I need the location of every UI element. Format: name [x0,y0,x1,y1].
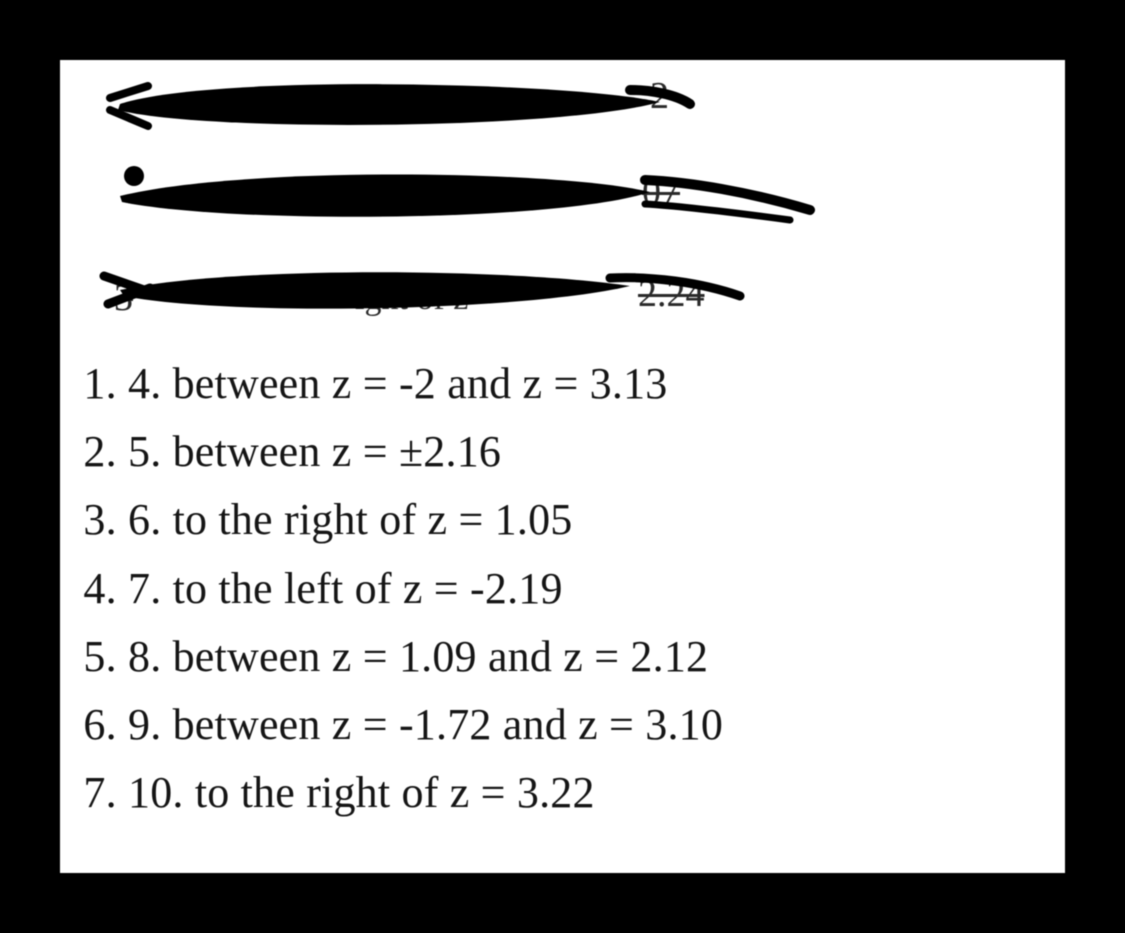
question-list: 4. between z = -2 and z = 3.13 5. betwee… [90,350,1035,827]
question-number: 10. [128,768,184,817]
question-10: 10. to the right of z = 3.22 [128,759,1035,827]
question-text: between z = 1.09 and z = 2.12 [173,632,709,681]
scribble-3 [104,272,740,308]
scribble-1 [110,84,690,126]
question-number: 8. [128,632,161,681]
question-number: 4. [128,359,161,408]
question-6: 6. to the right of z = 1.05 [128,486,1035,554]
question-8: 8. between z = 1.09 and z = 2.12 [128,623,1035,691]
question-text: between z = -1.72 and z = 3.10 [173,700,723,749]
question-text: between z = ±2.16 [173,427,501,476]
question-number: 7. [128,564,161,613]
question-text: to the right of z = 1.05 [173,495,573,544]
question-number: 9. [128,700,161,749]
question-text: to the right of z = 3.22 [195,768,595,817]
scribble-2 [120,166,810,220]
question-5: 5. between z = ±2.16 [128,418,1035,486]
scribble-svg [90,80,1035,344]
question-7: 7. to the left of z = -2.19 [128,555,1035,623]
question-number: 5. [128,427,161,476]
question-text: to the left of z = -2.19 [173,564,563,613]
worksheet-page: 2 07 3 ight of z 2.24 [60,60,1065,873]
redacted-region: 2 07 3 ight of z 2.24 [90,80,1035,344]
question-9: 9. between z = -1.72 and z = 3.10 [128,691,1035,759]
question-text: between z = -2 and z = 3.13 [173,359,668,408]
question-number: 6. [128,495,161,544]
question-4: 4. between z = -2 and z = 3.13 [128,350,1035,418]
